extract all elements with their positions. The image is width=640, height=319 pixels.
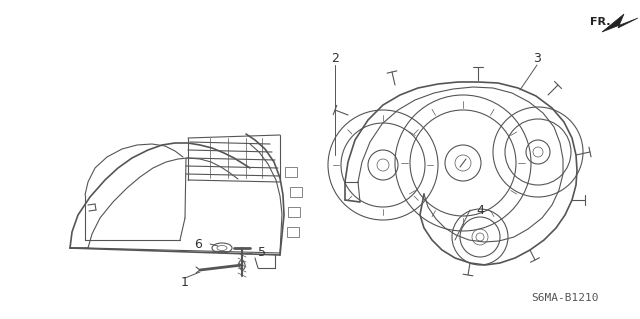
Text: 2: 2 xyxy=(331,51,339,64)
Text: 1: 1 xyxy=(181,277,189,290)
Text: FR.: FR. xyxy=(590,17,611,27)
Text: 3: 3 xyxy=(533,51,541,64)
Bar xyxy=(288,207,300,217)
Text: 5: 5 xyxy=(258,247,266,259)
Bar xyxy=(287,227,299,237)
Text: S6MA-B1210: S6MA-B1210 xyxy=(531,293,599,303)
Text: 4: 4 xyxy=(476,204,484,217)
Polygon shape xyxy=(602,14,638,32)
Bar xyxy=(290,187,302,197)
Bar xyxy=(285,167,297,177)
Text: 6: 6 xyxy=(194,238,202,250)
